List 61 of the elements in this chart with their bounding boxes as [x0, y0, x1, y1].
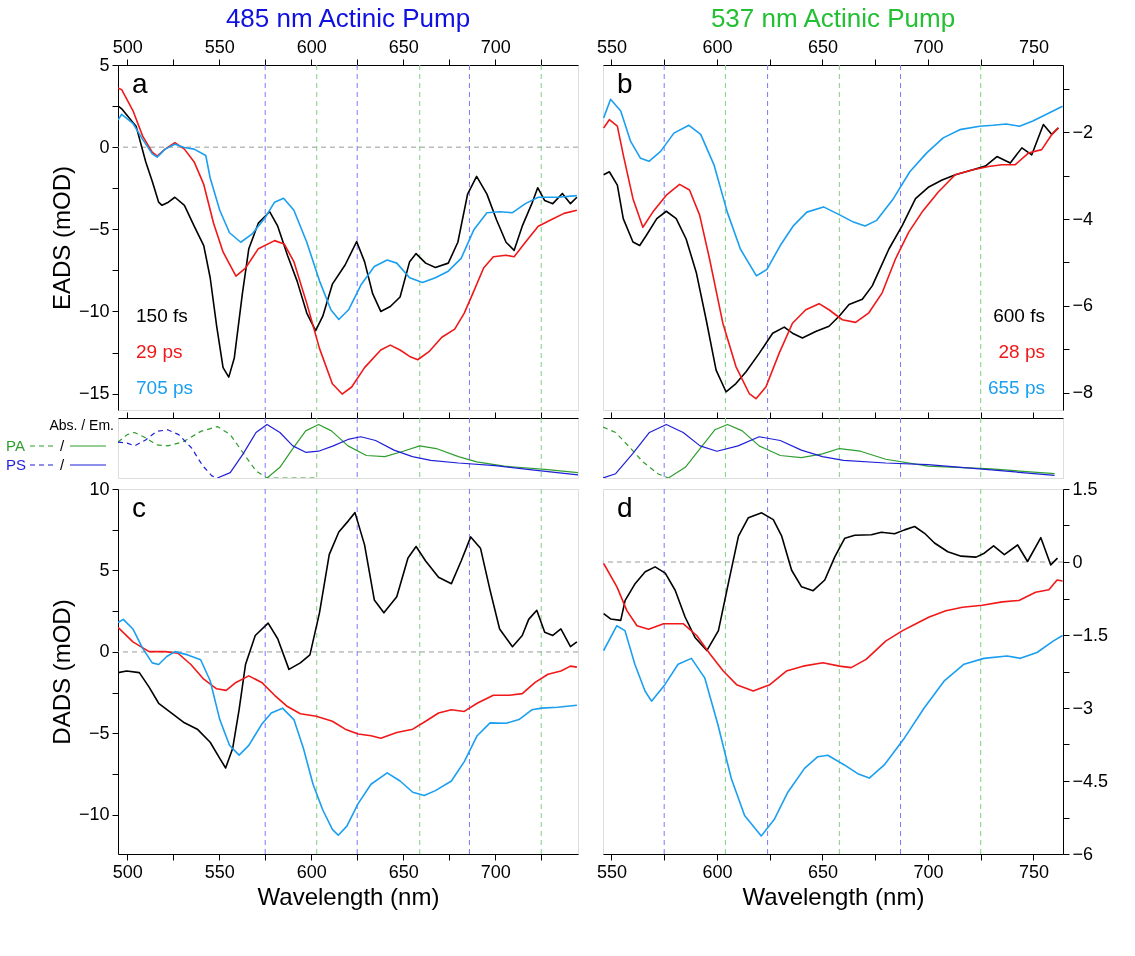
x-tick-label: 650	[388, 861, 419, 882]
x-tick-label: 600	[702, 36, 733, 57]
x-tick-label: 550	[596, 36, 627, 57]
x-tick-label: 500	[112, 36, 143, 57]
y-tick-label: −4	[1072, 208, 1094, 229]
y-tick-label: −1.5	[1072, 624, 1109, 645]
text: 29 ps	[136, 341, 183, 362]
y-tick-label: −15	[78, 383, 110, 404]
text: /	[59, 437, 65, 454]
series-label: 150 fs	[136, 305, 188, 326]
y-tick-label: −6	[1072, 295, 1094, 316]
legend-title: Abs. / Em.	[49, 417, 114, 433]
text: 655 ps	[987, 377, 1045, 398]
y-tick-label: −3	[1072, 697, 1094, 718]
y-axis-title: EADS (mOD)	[47, 166, 75, 310]
chart-title: 537 nm Actinic Pump	[710, 3, 956, 33]
chart-title: 485 nm Actinic Pump	[225, 3, 471, 33]
x-tick-label: 700	[480, 36, 511, 57]
x-tick-label: 550	[204, 36, 235, 57]
x-axis-title: Wavelength (nm)	[742, 882, 925, 910]
y-tick-label: −4.5	[1072, 770, 1109, 791]
text: 600 fs	[993, 305, 1045, 326]
x-tick-label: 750	[1018, 861, 1049, 882]
y-axis-title: DADS (mOD)	[47, 599, 75, 745]
y-tick-label: −6	[1072, 843, 1094, 864]
y-tick-label: −10	[78, 804, 110, 825]
x-tick-label: 700	[913, 36, 944, 57]
annotation: b	[617, 68, 633, 99]
x-tick-label: 650	[807, 861, 838, 882]
x-tick-label: 750	[1018, 36, 1049, 57]
x-tick-label: 600	[296, 36, 327, 57]
text: 705 ps	[136, 377, 194, 398]
y-tick-label: −5	[88, 218, 110, 239]
y-tick-label: 0	[99, 136, 110, 157]
x-tick-label: 600	[296, 861, 327, 882]
legend-label: PS	[6, 456, 27, 473]
y-tick-label: −2	[1072, 121, 1094, 142]
annotation: d	[617, 492, 633, 523]
legend-label: PA	[6, 437, 25, 454]
text: /	[59, 456, 65, 473]
y-tick-label: 5	[99, 559, 110, 580]
y-tick-label: 0	[1072, 551, 1083, 572]
text: 28 ps	[998, 341, 1045, 362]
annotation: a	[132, 68, 148, 99]
x-tick-label: 650	[388, 36, 419, 57]
x-axis-title: Wavelength (nm)	[257, 882, 440, 910]
y-tick-label: 10	[89, 478, 110, 499]
y-tick-label: 5	[99, 54, 110, 75]
x-tick-label: 500	[112, 861, 143, 882]
x-tick-label: 650	[807, 36, 838, 57]
y-tick-label: 0	[99, 641, 110, 662]
y-tick-label: −8	[1072, 382, 1094, 403]
x-tick-label: 550	[204, 861, 235, 882]
y-tick-label: −10	[78, 300, 110, 321]
x-tick-label: 700	[480, 861, 511, 882]
y-tick-label: −5	[88, 722, 110, 743]
y-tick-label: 1.5	[1072, 478, 1098, 499]
x-tick-label: 550	[596, 861, 627, 882]
x-tick-label: 600	[702, 861, 733, 882]
x-tick-label: 700	[913, 861, 944, 882]
annotation: c	[132, 492, 146, 523]
